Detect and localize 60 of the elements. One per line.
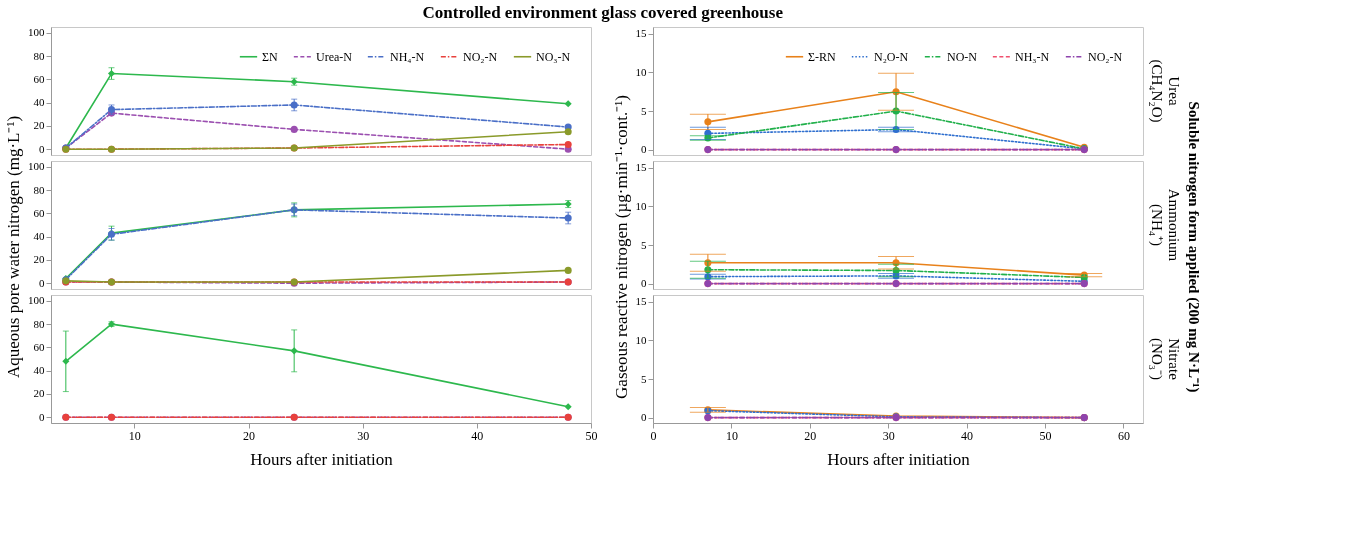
y-tick-label: 100 — [28, 294, 45, 307]
y-tick-label: 0 — [39, 276, 45, 289]
y-tick-label: 5 — [641, 104, 647, 117]
y-tick-label: 5 — [641, 238, 647, 251]
y-tick-label: 0 — [641, 411, 647, 424]
y-tick-label: 80 — [33, 183, 45, 196]
legend-label: NO-N — [947, 49, 978, 64]
y-tick-label: 0 — [641, 143, 647, 156]
y-tick-label: 20 — [33, 253, 45, 266]
legend-label: N₂O-N — [874, 49, 909, 64]
y-tick-label: 40 — [33, 96, 45, 109]
y-tick-label: 60 — [33, 340, 45, 353]
legend-label: Σ-RN — [808, 49, 836, 64]
y-tick-label: 40 — [33, 364, 45, 377]
y-tick-label: 15 — [635, 161, 647, 174]
legend-label: NH₃-N — [1015, 49, 1050, 64]
legend-label: NH₄-N — [390, 49, 425, 64]
legend-label: Urea-N — [316, 49, 353, 64]
legend-label: NO₂-N — [1088, 49, 1123, 64]
legend-label: NO₃-N — [536, 49, 571, 64]
y-tick-label: 40 — [33, 230, 45, 243]
y-tick-label: 5 — [641, 372, 647, 385]
x-axis-title: Hours after initiation — [250, 449, 394, 469]
x-tick-label: 20 — [804, 428, 817, 443]
y-tick-label: 100 — [28, 160, 45, 173]
x-axis-title: Hours after initiation — [827, 449, 971, 469]
y-tick-label: 80 — [33, 49, 45, 62]
y-axis-title: Aqueous pore water nitrogen (mg·L⁻¹) — [4, 115, 23, 379]
y-axis-title: Gaseous reactive nitrogen (µg·min⁻¹·cont.⁻¹) — [611, 95, 631, 399]
x-tick-label: 60 — [1117, 428, 1130, 443]
y-tick-label: 80 — [33, 317, 45, 330]
y-tick-label: 15 — [635, 295, 647, 308]
y2-axis-title: Nitrate (NO₃⁻) — [1148, 338, 1182, 381]
legend-label: NO₂-N — [463, 49, 498, 64]
y-tick-label: 10 — [635, 333, 647, 346]
text: Soluble nitrogen form applied (200 mg N·L⁻¹) — [1184, 101, 1202, 393]
y-tick-label: 0 — [39, 142, 45, 155]
y-tick-label: 60 — [33, 206, 45, 219]
y-tick-label: 0 — [39, 410, 45, 423]
y-tick-label: 100 — [28, 26, 45, 39]
y-tick-label: 10 — [635, 65, 647, 78]
chart-title: Controlled environment glass covered greenhouse — [422, 3, 784, 23]
y-tick-label: 10 — [635, 199, 647, 212]
y2-axis-title: Urea (CH₄N₂O) — [1148, 59, 1182, 123]
x-tick-label: 40 — [961, 428, 974, 443]
y-tick-label: 15 — [635, 27, 647, 40]
x-tick-label: 10 — [128, 428, 141, 443]
x-tick-label: 40 — [471, 428, 484, 443]
x-tick-label: 50 — [585, 428, 598, 443]
x-tick-label: 50 — [1039, 428, 1052, 443]
y2-axis-title: Ammonium (NH₄⁺) — [1148, 188, 1182, 262]
legend-label: ΣN — [262, 49, 278, 64]
y-tick-label: 60 — [33, 72, 45, 85]
x-tick-label: 20 — [243, 428, 256, 443]
x-tick-label: 10 — [725, 428, 738, 443]
x-tick-label: 30 — [357, 428, 370, 443]
y-tick-label: 20 — [33, 119, 45, 132]
x-tick-label: 30 — [882, 428, 895, 443]
y-tick-label: 20 — [33, 387, 45, 400]
y-tick-label: 0 — [641, 277, 647, 290]
